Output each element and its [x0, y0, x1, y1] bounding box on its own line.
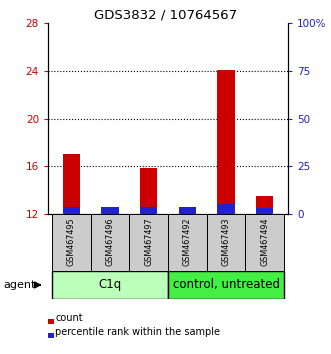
- Bar: [168, 214, 207, 271]
- Text: GSM467496: GSM467496: [106, 217, 115, 266]
- Text: agent: agent: [3, 280, 36, 290]
- Bar: [256, 196, 273, 214]
- Bar: [129, 214, 168, 271]
- Bar: [256, 208, 273, 214]
- Bar: [52, 271, 168, 299]
- Bar: [63, 207, 80, 214]
- Text: GSM467497: GSM467497: [144, 217, 153, 266]
- Bar: [179, 211, 196, 214]
- Bar: [168, 271, 284, 299]
- Text: GSM467495: GSM467495: [67, 217, 76, 266]
- Bar: [63, 154, 80, 214]
- Bar: [217, 204, 235, 214]
- Text: count: count: [55, 313, 83, 323]
- Bar: [101, 212, 118, 214]
- Bar: [140, 168, 157, 214]
- Bar: [48, 319, 54, 324]
- Text: control, untreated: control, untreated: [172, 279, 280, 291]
- Text: GDS3832 / 10764567: GDS3832 / 10764567: [94, 9, 237, 22]
- Bar: [207, 214, 245, 271]
- Bar: [245, 214, 284, 271]
- Bar: [217, 70, 235, 214]
- Bar: [52, 214, 91, 271]
- Text: GSM467492: GSM467492: [183, 217, 192, 266]
- Text: C1q: C1q: [98, 279, 121, 291]
- Text: GSM467494: GSM467494: [260, 217, 269, 266]
- Bar: [101, 207, 118, 214]
- Text: GSM467493: GSM467493: [221, 217, 230, 266]
- Bar: [91, 214, 129, 271]
- Bar: [48, 333, 54, 338]
- Bar: [179, 207, 196, 214]
- Bar: [140, 207, 157, 214]
- Text: percentile rank within the sample: percentile rank within the sample: [55, 327, 220, 337]
